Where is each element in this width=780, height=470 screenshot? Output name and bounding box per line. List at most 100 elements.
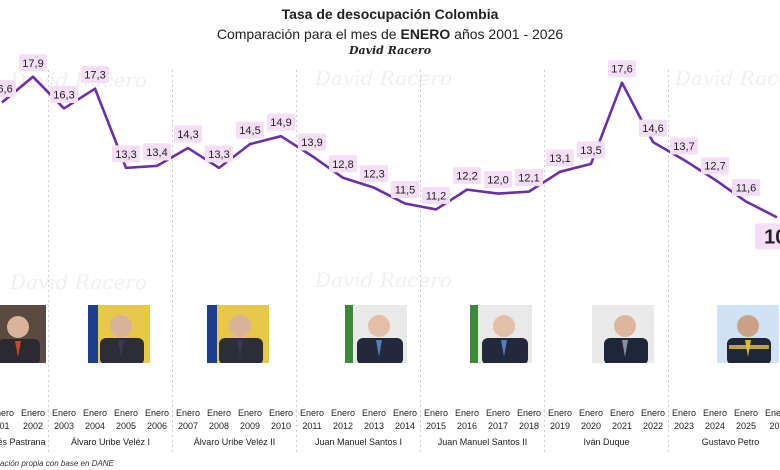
data-label-bg [360,165,388,183]
data-label-bg [453,167,481,185]
data-label: 16,6 [0,84,13,96]
period-label: Álvaro Uribe Veléz II [194,437,276,447]
data-label-bg [329,155,357,173]
x-tick-label: 2005 [116,421,136,431]
x-tick-label: Enero [238,408,262,418]
portrait-uribe-2 [207,305,269,363]
data-label-bg [205,145,233,163]
x-tick-label: Enero [610,408,634,418]
data-label-bg [755,223,780,250]
data-label-bg [639,119,667,137]
x-tick-label: Enero [207,408,231,418]
subtitle-prefix: Comparación para el mes de [216,26,401,42]
data-label: 13,3 [208,149,229,161]
x-tick-label: 001 [0,421,10,431]
x-tick-label: 2011 [302,421,321,431]
x-tick-label: Enero [393,408,417,418]
data-label: 12,2 [456,171,477,183]
x-tick-label: Enero [145,408,169,418]
portrait-santos-1 [345,305,407,363]
x-tick-label: Enero [424,408,448,418]
data-label-bg [732,179,760,197]
data-label: 17,6 [611,64,632,76]
x-tick-label: 2007 [178,421,198,431]
x-tick-label: Enero [672,408,696,418]
x-tick-label: 2016 [457,421,477,431]
data-label: 11,6 [736,183,757,195]
data-label: 11,5 [395,185,416,197]
x-tick-label: Enero [455,408,479,418]
portrait-icon [604,315,648,363]
data-label: 12,0 [487,175,508,187]
data-label: 13,1 [549,153,570,165]
x-tick-label: 2019 [550,421,570,431]
x-tick-label: 2009 [240,421,260,431]
x-tick-label: Enero [703,408,727,418]
data-label-bg [0,80,16,98]
data-label-bg [236,121,264,139]
x-tick-label: 2018 [519,421,539,431]
data-label: 14,3 [177,129,198,141]
data-label: 13,7 [673,141,694,153]
x-tick-label: Enero [21,408,45,418]
portrait-pastrana [0,305,46,363]
chart-subtitle: Comparación para el mes de ENERO años 20… [0,26,780,42]
data-label-bg [546,149,574,167]
data-label: 17,9 [22,58,43,70]
x-tick-label: Enero [269,408,293,418]
watermark: David Racero [675,66,780,90]
x-tick-label: 2024 [705,421,725,431]
data-label: 11,2 [426,190,447,202]
x-tick-label: Enero [641,408,665,418]
x-tick-label: 2003 [54,421,74,431]
period-label: Gustavo Petro [702,437,760,447]
x-tick-label: Enero [486,408,510,418]
x-tick-label: Enero [362,408,386,418]
period-label: drés Pastrana [0,437,46,447]
x-tick-label: Enero [734,408,758,418]
period-label: Iván Duque [583,437,629,447]
data-label: 14,6 [642,123,663,135]
x-tick-label: Enero [52,408,76,418]
portrait-petro [717,305,779,363]
x-tick-label: Enero [765,408,780,418]
data-label-bg [112,145,140,163]
data-label-bg [143,143,171,161]
x-tick-label: 2020 [581,421,601,431]
portrait-icon [88,305,144,363]
portrait-duque [592,305,654,363]
data-label-bg [484,171,512,189]
data-label: 13,5 [580,145,601,157]
watermark: David Racero [10,270,147,294]
x-tick-label: 2023 [674,421,694,431]
watermark: David Racero [10,68,147,92]
data-label: 12,8 [332,159,353,171]
data-label-bg [701,157,729,175]
data-label-bg [608,60,636,78]
period-label: Juan Manuel Santos I [315,437,402,447]
x-tick-label: Enero [331,408,355,418]
data-label: 12,3 [363,169,384,181]
data-label: 13,9 [301,137,322,149]
x-tick-label: Enero [517,408,541,418]
portrait-uribe-1 [88,305,150,363]
x-tick-label: Enero [548,408,572,418]
period-label: Álvaro Uribe Veléz I [71,437,150,447]
data-label-bg [391,181,419,198]
data-label-bg [19,54,47,72]
data-label-bg [298,133,326,151]
author-signature: David Racero [348,44,432,57]
x-tick-label: 202 [769,421,780,431]
portrait-santos-2 [470,305,532,363]
x-tick-label: Enero [176,408,200,418]
x-tick-label: 2004 [85,421,105,431]
data-label-bg [174,125,202,143]
data-label: 17,3 [84,70,105,82]
x-tick-label: 2010 [271,421,291,431]
portrait-icon [207,305,263,363]
data-label-bg [81,66,109,84]
data-label: 14,5 [239,125,260,137]
data-label: 16,3 [53,89,74,101]
x-tick-label: 2021 [612,421,632,431]
